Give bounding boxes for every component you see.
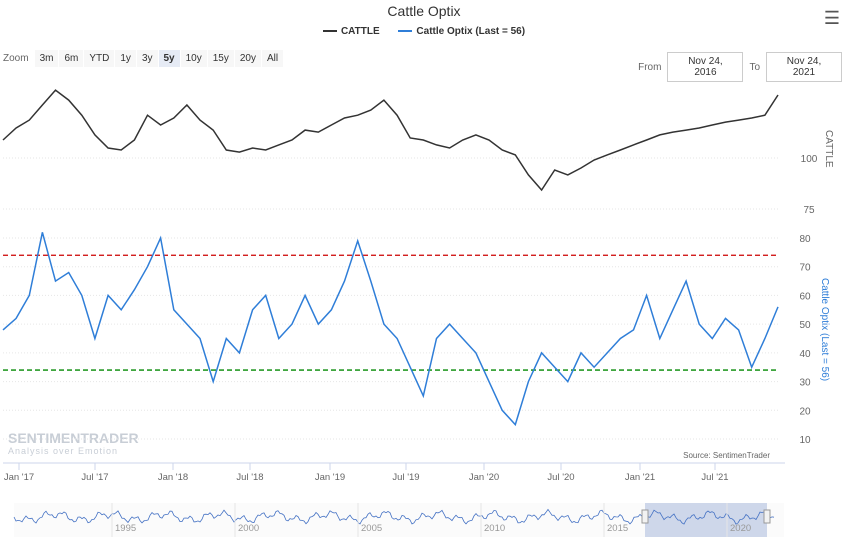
from-label: From: [638, 61, 662, 73]
zoom-button-6m[interactable]: 6m: [59, 50, 84, 67]
source-label: Source: SentimenTrader: [683, 451, 770, 460]
from-date-input[interactable]: Nov 24, 2016: [667, 52, 744, 82]
y-tick-label: 30: [799, 378, 811, 389]
x-tick-label: Jul '21: [701, 472, 728, 483]
hamburger-menu-icon[interactable]: ☰: [823, 8, 840, 28]
lower-axis-title: Cattle Optix (Last = 56): [819, 278, 830, 381]
zoom-button-3m[interactable]: 3m: [34, 50, 59, 67]
x-tick-label: Jul '18: [236, 472, 263, 483]
y-tick-label: 80: [799, 234, 811, 245]
navigator-label: 2020: [730, 523, 751, 534]
x-tick-label: Jul '17: [81, 472, 108, 483]
legend-item-optix[interactable]: Cattle Optix (Last = 56): [398, 26, 525, 37]
zoom-selector: Zoom 3m 6m YTD 1y 3y 5y 10y 15y 20y All: [3, 50, 284, 67]
to-date-input[interactable]: Nov 24, 2021: [766, 52, 842, 82]
y-tick-label: 40: [799, 349, 811, 360]
navigator-label: 2015: [607, 523, 628, 534]
chart-title: Cattle Optix: [387, 3, 461, 19]
y-tick-label: 10: [799, 435, 811, 446]
x-tick-label: Jan '20: [469, 472, 499, 483]
x-tick-label: Jan '19: [315, 472, 345, 483]
navigator-label: 2000: [238, 523, 259, 534]
zoom-button-ytd[interactable]: YTD: [84, 50, 115, 67]
navigator-handle[interactable]: [763, 509, 771, 524]
legend: CATTLE Cattle Optix (Last = 56): [0, 26, 848, 37]
zoom-button-10y[interactable]: 10y: [180, 50, 207, 67]
y-tick-label: 75: [803, 205, 815, 216]
date-range: From Nov 24, 2016 To Nov 24, 2021: [638, 52, 842, 82]
y-tick-label: 100: [801, 154, 818, 165]
navigator-label: 2010: [484, 523, 505, 534]
upper-axis-title: CATTLE: [823, 130, 834, 168]
x-tick-label: Jul '20: [547, 472, 574, 483]
sentimentrader-logo: SENTIMENTRADER Analysis over Emotion: [8, 430, 139, 456]
y-tick-label: 60: [799, 291, 811, 302]
navigator-selection: [645, 503, 767, 537]
zoom-button-all[interactable]: All: [262, 50, 284, 67]
zoom-button-3y[interactable]: 3y: [136, 50, 158, 67]
y-tick-label: 50: [799, 320, 811, 331]
y-tick-label: 70: [799, 263, 811, 274]
zoom-button-5y[interactable]: 5y: [158, 50, 180, 67]
navigator-handle[interactable]: [641, 509, 649, 524]
optix-series-line: [2, 232, 779, 427]
x-tick-label: Jan '21: [625, 472, 655, 483]
navigator-label: 2005: [361, 523, 382, 534]
legend-label: CATTLE: [340, 26, 380, 37]
legend-label: Cattle Optix (Last = 56): [416, 26, 526, 37]
to-label: To: [749, 61, 760, 73]
x-tick-label: Jan '18: [158, 472, 188, 483]
x-tick-label: Jul '19: [392, 472, 419, 483]
x-tick-label: Jan '17: [4, 472, 34, 483]
cattle-series-line: [2, 89, 779, 192]
zoom-label: Zoom: [3, 53, 29, 64]
y-tick-label: 20: [799, 406, 811, 417]
legend-item-cattle[interactable]: CATTLE: [322, 26, 380, 37]
navigator-label: 1995: [115, 523, 136, 534]
zoom-button-20y[interactable]: 20y: [234, 50, 261, 67]
logo-tagline: Analysis over Emotion: [8, 446, 119, 456]
zoom-button-1y[interactable]: 1y: [115, 50, 136, 67]
logo-name: SENTIMENTRADER: [8, 430, 139, 446]
zoom-button-15y[interactable]: 15y: [207, 50, 234, 67]
